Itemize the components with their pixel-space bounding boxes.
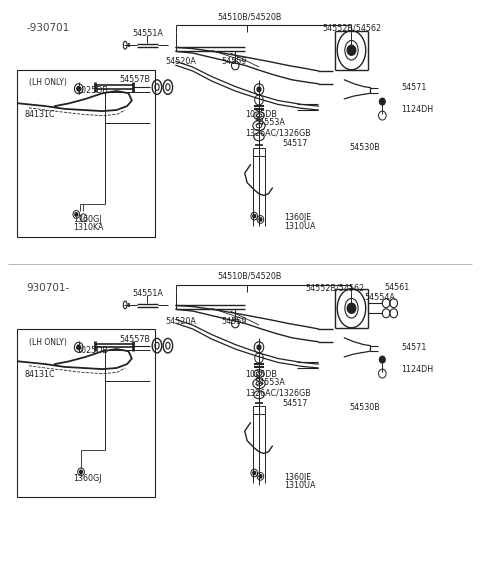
Text: 1360GJ: 1360GJ [73,474,101,483]
Circle shape [347,45,356,55]
Circle shape [257,345,261,350]
Circle shape [257,87,261,91]
Text: 1326AC/1326GB: 1326AC/1326GB [245,129,311,138]
Text: 54551A: 54551A [132,29,163,38]
Circle shape [380,356,385,363]
Text: 1124DH: 1124DH [401,105,433,114]
Text: 54557B: 54557B [119,335,150,344]
Text: 54553A: 54553A [254,378,285,387]
Text: 1025DB: 1025DB [245,369,276,378]
Text: 1310KA: 1310KA [73,223,104,232]
Text: 1025DB: 1025DB [245,110,276,119]
Text: 1310UA: 1310UA [284,222,316,231]
Text: 54510B/54520B: 54510B/54520B [217,12,282,21]
Circle shape [75,213,78,216]
Text: 1326AC/1326GB: 1326AC/1326GB [245,389,311,398]
Text: 54520A: 54520A [165,316,196,325]
Text: 1360GJ: 1360GJ [73,215,101,224]
Circle shape [347,303,356,313]
Text: 54551A: 54551A [132,289,163,298]
Text: (LH ONLY): (LH ONLY) [29,338,67,347]
Text: 54552B/54562: 54552B/54562 [322,24,381,32]
Text: 54554A: 54554A [364,293,395,302]
Text: 54561: 54561 [384,283,410,292]
Circle shape [259,475,262,478]
Text: (LH ONLY): (LH ONLY) [29,78,67,87]
Text: 54517: 54517 [283,139,308,148]
Circle shape [253,214,256,218]
Text: 54520A: 54520A [165,57,196,66]
Text: -930701: -930701 [26,23,70,33]
Text: 1360JE: 1360JE [284,213,312,222]
Text: 54552B/54562: 54552B/54562 [305,283,364,292]
Text: 54553A: 54553A [254,118,285,127]
Bar [17,70,155,237]
Text: 54571: 54571 [401,83,427,92]
Bar [17,329,155,497]
Text: 1124DH: 1124DH [401,365,433,374]
Circle shape [77,86,81,91]
Text: 84131C: 84131C [24,110,55,119]
Text: 1360JE: 1360JE [284,473,312,482]
Circle shape [77,345,81,350]
Text: 1025DB: 1025DB [76,86,108,95]
Text: 1310UA: 1310UA [284,481,316,490]
Text: 54559: 54559 [222,316,247,325]
Text: 54510B/54520B: 54510B/54520B [217,272,282,281]
Circle shape [380,98,385,105]
Text: 1025DB: 1025DB [76,346,108,355]
Text: 930701-: 930701- [26,283,70,293]
Circle shape [253,472,256,475]
Text: 54557B: 54557B [119,76,150,85]
Text: 54530B: 54530B [349,403,380,412]
Circle shape [80,470,83,474]
Text: 54571: 54571 [401,343,427,352]
Text: 84131C: 84131C [24,369,55,378]
Circle shape [259,218,262,221]
Text: 54517: 54517 [283,399,308,408]
Text: 54530B: 54530B [349,143,380,152]
Text: 54559: 54559 [222,57,247,66]
